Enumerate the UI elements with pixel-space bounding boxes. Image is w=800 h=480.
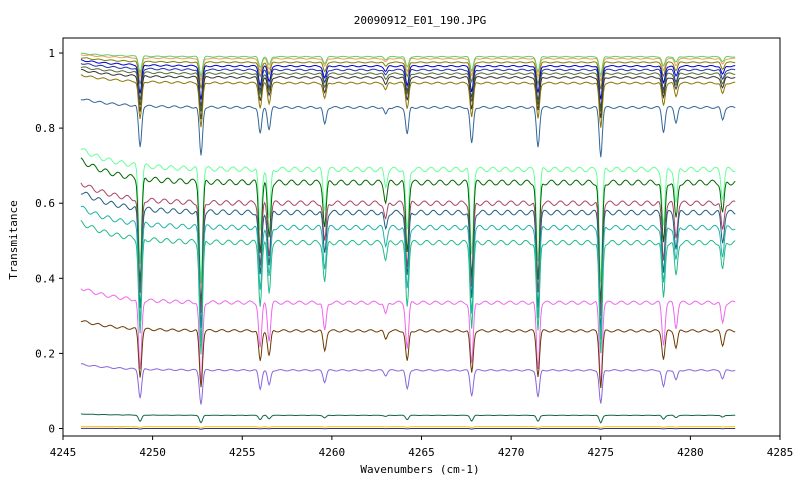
x-tick-label: 4245 bbox=[50, 446, 77, 459]
y-tick-label: 0.8 bbox=[35, 122, 55, 135]
x-tick-label: 4255 bbox=[229, 446, 256, 459]
series-line bbox=[80, 288, 736, 387]
y-axis-label: Transmitance bbox=[7, 200, 20, 279]
x-axis: 4245 4250 4255 4260 4265 4270 4275 4280 4285 bbox=[50, 436, 794, 459]
series-line bbox=[80, 191, 736, 332]
x-tick-label: 4275 bbox=[588, 446, 615, 459]
series-line bbox=[80, 59, 736, 100]
series-line bbox=[80, 413, 736, 424]
x-tick-label: 4270 bbox=[498, 446, 525, 459]
series-line bbox=[80, 52, 736, 78]
series-line bbox=[80, 320, 736, 389]
series-line bbox=[80, 219, 736, 355]
x-tick-label: 4285 bbox=[767, 446, 794, 459]
series-line bbox=[80, 157, 736, 307]
series-line bbox=[80, 98, 736, 158]
y-tick-label: 0.6 bbox=[35, 197, 55, 210]
series-line bbox=[80, 54, 736, 82]
x-tick-label: 4280 bbox=[677, 446, 704, 459]
x-tick-label: 4260 bbox=[319, 446, 346, 459]
y-tick-label: 0 bbox=[48, 422, 55, 435]
chart-title: 20090912_E01_190.JPG bbox=[354, 14, 486, 27]
y-tick-label: 1 bbox=[48, 47, 55, 60]
series-group bbox=[80, 52, 736, 430]
series-line bbox=[80, 425, 736, 429]
series-line bbox=[80, 68, 736, 120]
x-tick-label: 4250 bbox=[139, 446, 166, 459]
series-line bbox=[80, 74, 736, 128]
series-line bbox=[80, 57, 736, 90]
series-line bbox=[80, 66, 736, 112]
x-axis-label: Wavenumbers (cm-1) bbox=[360, 463, 479, 476]
y-tick-label: 0.4 bbox=[35, 272, 55, 285]
y-tick-label: 0.2 bbox=[35, 347, 55, 360]
series-line bbox=[80, 427, 736, 430]
x-tick-label: 4265 bbox=[408, 446, 435, 459]
series-line bbox=[80, 148, 736, 284]
y-axis: 0 0.2 0.4 0.6 0.8 1 bbox=[35, 47, 63, 435]
series-line bbox=[80, 205, 736, 342]
series-line bbox=[80, 363, 736, 405]
